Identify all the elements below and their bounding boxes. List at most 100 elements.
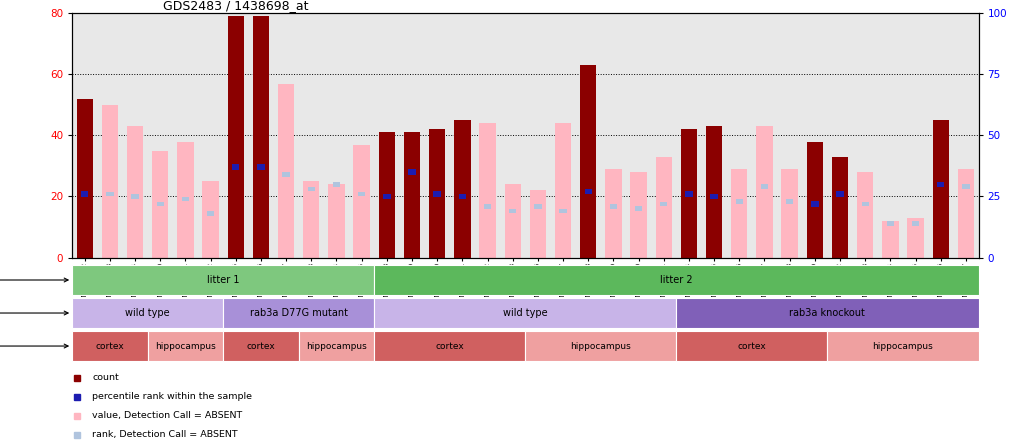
Bar	[258, 164, 265, 170]
Bar	[102, 105, 118, 258]
Bar	[756, 126, 772, 258]
Bar	[152, 151, 168, 258]
Bar	[812, 201, 819, 206]
Bar	[76, 99, 93, 258]
Bar	[329, 184, 345, 258]
Text: other: other	[0, 275, 68, 285]
Bar	[937, 182, 945, 187]
Bar	[555, 123, 572, 258]
Bar	[333, 182, 340, 186]
Bar	[735, 199, 743, 204]
Bar	[887, 221, 894, 226]
Bar	[832, 157, 848, 258]
Text: value, Detection Call = ABSENT: value, Detection Call = ABSENT	[92, 411, 242, 420]
Bar	[585, 189, 592, 194]
Text: cortex: cortex	[96, 341, 125, 351]
Bar	[509, 209, 516, 214]
Bar	[907, 218, 924, 258]
Text: wild type: wild type	[503, 308, 548, 318]
Bar	[224, 331, 299, 361]
Bar	[428, 129, 445, 258]
Bar	[580, 65, 596, 258]
Text: litter 1: litter 1	[207, 275, 239, 285]
Text: hippocampus: hippocampus	[571, 341, 631, 351]
Bar	[132, 194, 139, 199]
Bar	[358, 192, 366, 196]
Bar	[454, 120, 471, 258]
Bar	[827, 331, 978, 361]
Bar	[408, 169, 416, 175]
Text: rank, Detection Call = ABSENT: rank, Detection Call = ABSENT	[92, 430, 238, 439]
Bar	[299, 331, 374, 361]
Bar	[106, 192, 113, 196]
Bar	[912, 221, 919, 226]
Bar	[72, 331, 147, 361]
Bar	[282, 172, 289, 177]
Bar	[731, 169, 748, 258]
Bar	[252, 16, 269, 258]
Bar	[228, 16, 244, 258]
Bar	[761, 184, 768, 189]
Bar	[374, 265, 978, 295]
Text: cortex: cortex	[737, 341, 766, 351]
Text: count: count	[92, 373, 118, 382]
Bar	[660, 202, 667, 206]
Bar	[303, 181, 319, 258]
Text: hippocampus: hippocampus	[306, 341, 367, 351]
Text: wild type: wild type	[126, 308, 170, 318]
Text: percentile rank within the sample: percentile rank within the sample	[92, 392, 252, 401]
Bar	[479, 123, 495, 258]
Bar	[806, 142, 823, 258]
Bar	[224, 298, 374, 328]
Bar	[634, 206, 643, 211]
Text: cortex: cortex	[246, 341, 275, 351]
Bar	[685, 191, 692, 197]
Bar	[404, 132, 420, 258]
Bar	[630, 172, 647, 258]
Bar	[606, 169, 621, 258]
Bar	[610, 204, 617, 209]
Bar	[379, 132, 396, 258]
Bar	[177, 142, 194, 258]
Bar	[374, 298, 677, 328]
Bar	[181, 197, 190, 201]
Bar	[434, 191, 441, 197]
Bar	[535, 204, 542, 209]
Text: GDS2483 / 1438698_at: GDS2483 / 1438698_at	[163, 0, 308, 12]
Bar	[706, 126, 722, 258]
Bar	[782, 169, 798, 258]
Bar	[505, 184, 521, 258]
Bar	[786, 199, 793, 204]
Text: rab3a D77G mutant: rab3a D77G mutant	[249, 308, 348, 318]
Bar	[836, 191, 844, 197]
Bar	[72, 265, 374, 295]
Bar	[157, 202, 164, 206]
Bar	[278, 83, 295, 258]
Bar	[857, 172, 873, 258]
Bar	[383, 194, 390, 199]
Bar	[677, 331, 827, 361]
Bar	[529, 190, 546, 258]
Bar	[655, 157, 672, 258]
Bar	[147, 331, 224, 361]
Text: tissue: tissue	[0, 341, 68, 351]
Text: hippocampus: hippocampus	[156, 341, 215, 351]
Bar	[861, 202, 869, 206]
Bar	[677, 298, 978, 328]
Text: genotype/variation: genotype/variation	[0, 308, 68, 318]
Bar	[81, 191, 89, 197]
Bar	[882, 221, 898, 258]
Bar	[484, 204, 491, 209]
Bar	[202, 181, 218, 258]
Bar	[525, 331, 677, 361]
Bar	[932, 120, 949, 258]
Bar	[353, 145, 370, 258]
Text: hippocampus: hippocampus	[872, 341, 933, 351]
Text: cortex: cortex	[436, 341, 465, 351]
Text: rab3a knockout: rab3a knockout	[790, 308, 865, 318]
Bar	[711, 194, 718, 199]
Bar	[681, 129, 697, 258]
Bar	[374, 331, 525, 361]
Text: litter 2: litter 2	[660, 275, 693, 285]
Bar	[127, 126, 143, 258]
